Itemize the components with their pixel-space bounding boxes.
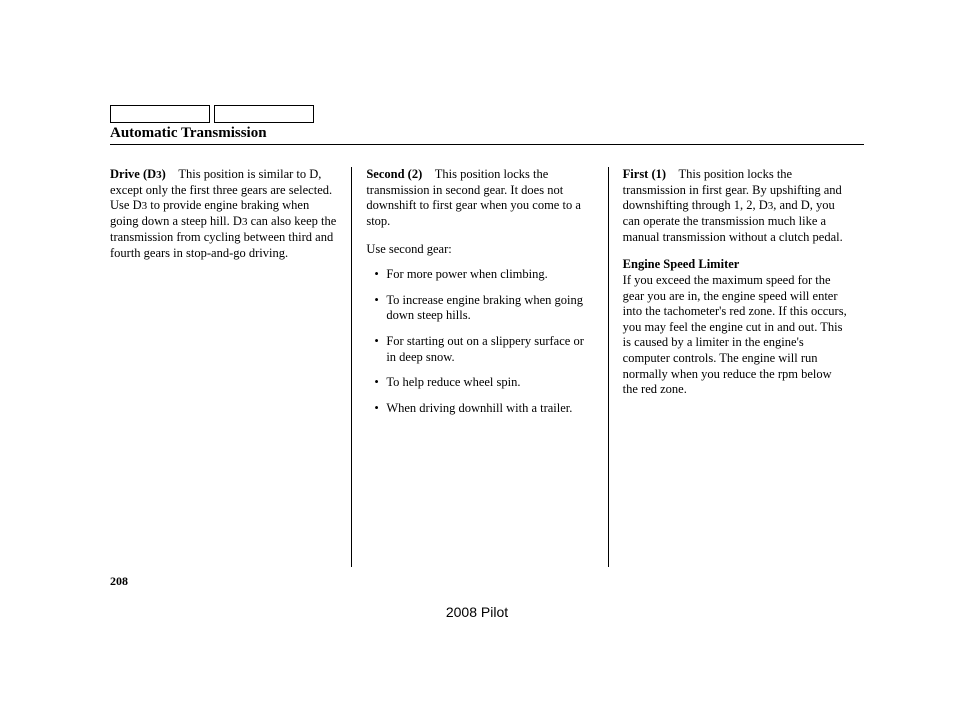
second-2-paragraph: Second (2) This position locks the trans… xyxy=(366,167,593,230)
drive-d3-paragraph: Drive (D3) This position is similar to D… xyxy=(110,167,337,261)
list-item: For starting out on a slippery surface o… xyxy=(380,334,593,365)
page-number: 208 xyxy=(110,574,128,589)
placeholder-box-2 xyxy=(214,105,314,123)
list-item: To increase engine braking when going do… xyxy=(380,293,593,324)
column-1: Drive (D3) This position is similar to D… xyxy=(110,167,352,567)
list-item: When driving downhill with a trailer. xyxy=(380,401,593,417)
section-title: Automatic Transmission xyxy=(110,125,864,145)
use-second-gear-intro: Use second gear: xyxy=(366,242,593,258)
first-1-paragraph: First (1) This position locks the transm… xyxy=(623,167,850,245)
second-2-heading: Second (2) xyxy=(366,167,422,181)
header-placeholder-boxes xyxy=(110,105,864,123)
column-2: Second (2) This position locks the trans… xyxy=(352,167,608,567)
column-3: First (1) This position locks the transm… xyxy=(609,167,864,567)
footer-model-year: 2008 Pilot xyxy=(0,604,954,620)
engine-speed-limiter-heading: Engine Speed Limiter xyxy=(623,257,740,271)
list-item: To help reduce wheel spin. xyxy=(380,375,593,391)
placeholder-box-1 xyxy=(110,105,210,123)
list-item: For more power when climbing. xyxy=(380,267,593,283)
second-gear-list: For more power when climbing. To increas… xyxy=(366,267,593,416)
drive-d3-heading: Drive (D3) xyxy=(110,167,166,181)
first-1-heading: First (1) xyxy=(623,167,666,181)
engine-speed-limiter-paragraph: Engine Speed LimiterIf you exceed the ma… xyxy=(623,257,850,398)
manual-page: Automatic Transmission Drive (D3) This p… xyxy=(0,0,954,710)
content-columns: Drive (D3) This position is similar to D… xyxy=(110,167,864,567)
